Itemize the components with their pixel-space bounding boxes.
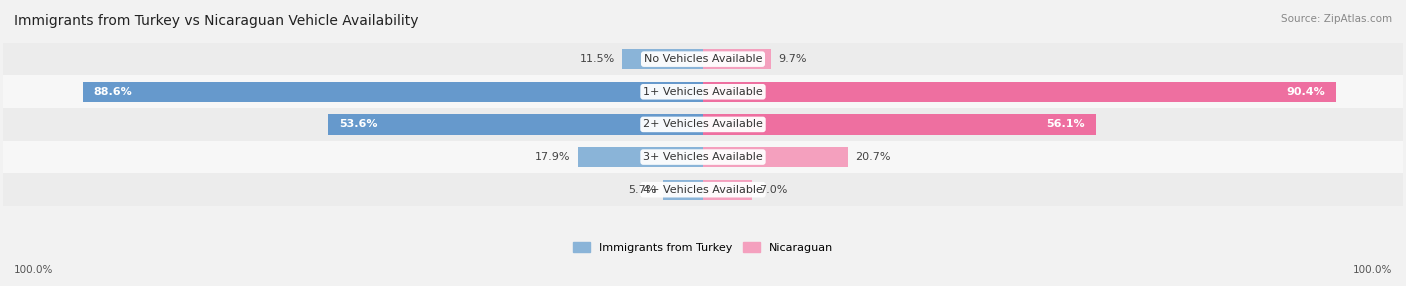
Bar <box>83 82 703 102</box>
Text: 100.0%: 100.0% <box>1353 265 1392 275</box>
Bar <box>623 49 703 69</box>
Bar <box>3 108 1403 141</box>
Text: 88.6%: 88.6% <box>94 87 132 97</box>
Text: 56.1%: 56.1% <box>1046 120 1084 129</box>
Text: 2+ Vehicles Available: 2+ Vehicles Available <box>643 120 763 129</box>
Text: 5.7%: 5.7% <box>627 185 657 195</box>
Text: 90.4%: 90.4% <box>1286 87 1324 97</box>
Bar <box>703 147 848 167</box>
Text: 11.5%: 11.5% <box>581 54 616 64</box>
Text: 3+ Vehicles Available: 3+ Vehicles Available <box>643 152 763 162</box>
Text: No Vehicles Available: No Vehicles Available <box>644 54 762 64</box>
Text: 4+ Vehicles Available: 4+ Vehicles Available <box>643 185 763 195</box>
Text: 1+ Vehicles Available: 1+ Vehicles Available <box>643 87 763 97</box>
Text: 7.0%: 7.0% <box>759 185 787 195</box>
Bar <box>3 173 1403 206</box>
Bar <box>703 180 752 200</box>
Text: 17.9%: 17.9% <box>536 152 571 162</box>
Text: 53.6%: 53.6% <box>339 120 377 129</box>
Text: 100.0%: 100.0% <box>14 265 53 275</box>
Bar <box>3 43 1403 76</box>
Bar <box>703 82 1336 102</box>
Text: 9.7%: 9.7% <box>778 54 807 64</box>
Text: 20.7%: 20.7% <box>855 152 890 162</box>
Text: Immigrants from Turkey vs Nicaraguan Vehicle Availability: Immigrants from Turkey vs Nicaraguan Veh… <box>14 14 419 28</box>
Bar <box>578 147 703 167</box>
Bar <box>3 76 1403 108</box>
Legend: Immigrants from Turkey, Nicaraguan: Immigrants from Turkey, Nicaraguan <box>574 243 832 253</box>
Bar <box>328 114 703 134</box>
Bar <box>664 180 703 200</box>
Bar <box>703 49 770 69</box>
Bar <box>703 114 1095 134</box>
Text: Source: ZipAtlas.com: Source: ZipAtlas.com <box>1281 14 1392 24</box>
Bar <box>3 141 1403 173</box>
